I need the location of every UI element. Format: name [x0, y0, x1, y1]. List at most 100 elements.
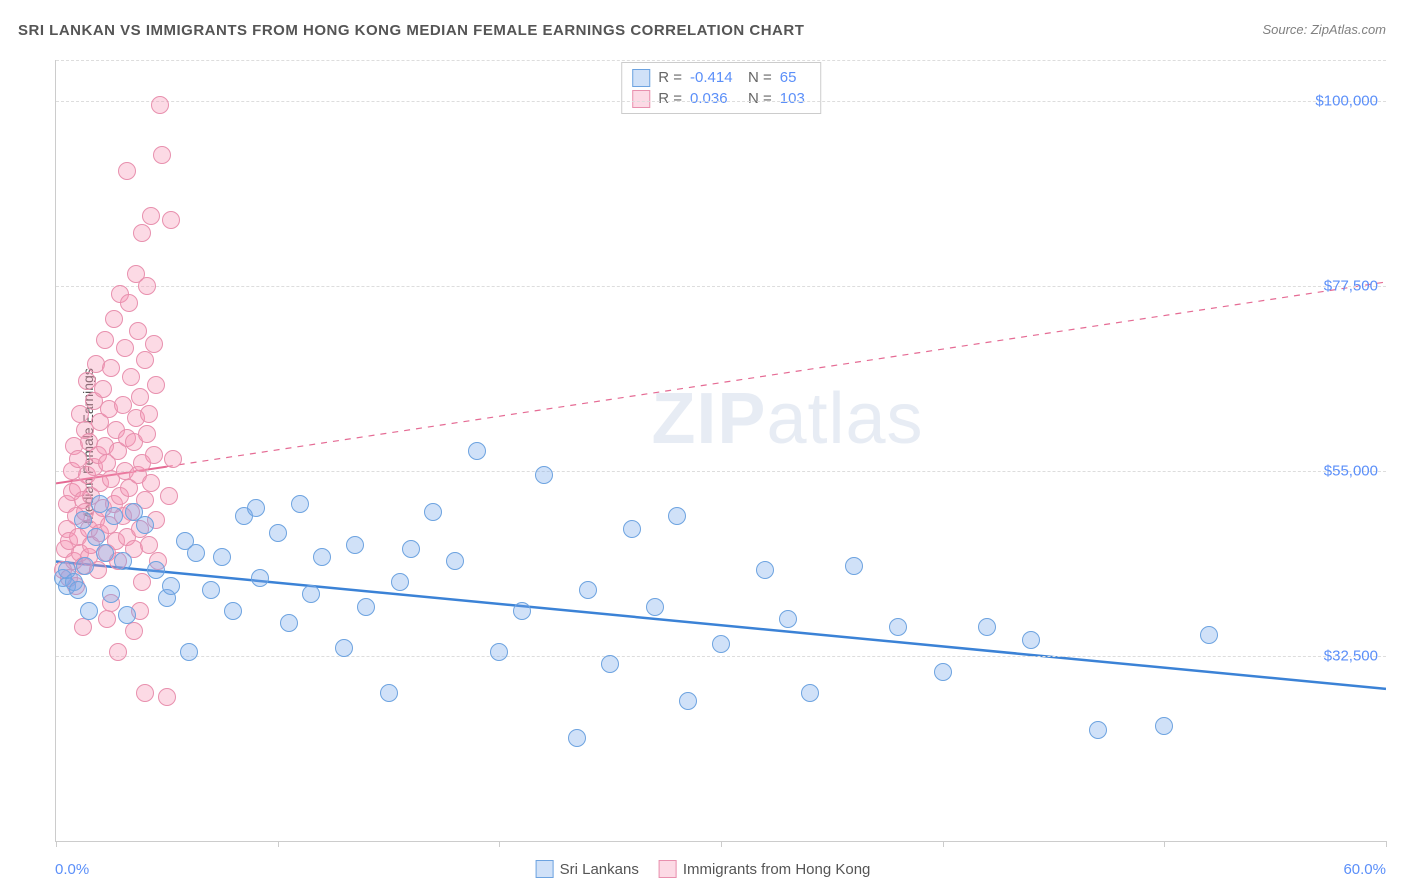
legend-label: Immigrants from Hong Kong	[683, 861, 871, 878]
stats-n-label: N =	[748, 88, 772, 109]
scatter-point-pink	[147, 376, 165, 394]
scatter-point-blue	[646, 598, 664, 616]
stats-n-value: 65	[780, 67, 810, 88]
scatter-point-blue	[801, 684, 819, 702]
scatter-point-blue	[712, 635, 730, 653]
scatter-point-pink	[133, 224, 151, 242]
scatter-point-blue	[380, 684, 398, 702]
stats-n-label: N =	[748, 67, 772, 88]
legend-label: Sri Lankans	[560, 861, 639, 878]
scatter-point-pink	[136, 684, 154, 702]
trend-line-dashed	[167, 282, 1386, 467]
scatter-point-blue	[978, 618, 996, 636]
scatter-point-blue	[535, 466, 553, 484]
scatter-point-pink	[153, 146, 171, 164]
scatter-point-blue	[934, 663, 952, 681]
scatter-point-blue	[679, 692, 697, 710]
scatter-point-pink	[105, 310, 123, 328]
scatter-point-blue	[74, 511, 92, 529]
trend-lines-layer	[56, 60, 1386, 841]
scatter-point-pink	[98, 610, 116, 628]
gridline	[56, 286, 1386, 287]
scatter-point-blue	[1200, 626, 1218, 644]
scatter-point-blue	[291, 495, 309, 513]
scatter-point-blue	[269, 524, 287, 542]
scatter-point-pink	[102, 359, 120, 377]
scatter-point-blue	[335, 639, 353, 657]
x-tick	[721, 841, 722, 847]
x-axis-max-label: 60.0%	[1343, 861, 1386, 878]
y-tick-label: $100,000	[1315, 93, 1378, 110]
scatter-point-blue	[213, 548, 231, 566]
scatter-point-blue	[118, 606, 136, 624]
scatter-point-blue	[69, 581, 87, 599]
gridline	[56, 101, 1386, 102]
correlation-stats-box: R = -0.414 N = 65 R = 0.036 N = 103	[621, 62, 821, 114]
scatter-point-pink	[138, 277, 156, 295]
scatter-point-blue	[136, 516, 154, 534]
scatter-point-blue	[114, 552, 132, 570]
scatter-point-pink	[158, 688, 176, 706]
scatter-point-blue	[579, 581, 597, 599]
legend-item: Sri Lankans	[536, 860, 639, 878]
legend-swatch	[536, 860, 554, 878]
scatter-point-blue	[80, 602, 98, 620]
stats-r-label: R =	[658, 88, 682, 109]
scatter-point-blue	[623, 520, 641, 538]
scatter-point-pink	[122, 368, 140, 386]
scatter-point-pink	[129, 322, 147, 340]
x-tick	[943, 841, 944, 847]
scatter-point-blue	[313, 548, 331, 566]
scatter-point-blue	[280, 614, 298, 632]
scatter-point-blue	[601, 655, 619, 673]
scatter-point-pink	[96, 331, 114, 349]
scatter-point-blue	[756, 561, 774, 579]
scatter-point-blue	[402, 540, 420, 558]
scatter-point-pink	[140, 536, 158, 554]
scatter-point-blue	[251, 569, 269, 587]
scatter-point-blue	[468, 442, 486, 460]
scatter-point-blue	[845, 557, 863, 575]
x-tick	[499, 841, 500, 847]
scatter-point-blue	[87, 528, 105, 546]
scatter-point-pink	[131, 388, 149, 406]
scatter-point-pink	[164, 450, 182, 468]
x-axis-min-label: 0.0%	[55, 861, 89, 878]
scatter-point-blue	[1022, 631, 1040, 649]
scatter-point-blue	[568, 729, 586, 747]
scatter-point-blue	[490, 643, 508, 661]
scatter-point-pink	[151, 96, 169, 114]
scatter-point-pink	[94, 380, 112, 398]
y-tick-label: $32,500	[1324, 648, 1378, 665]
scatter-point-pink	[74, 618, 92, 636]
scatter-point-blue	[889, 618, 907, 636]
scatter-point-blue	[102, 585, 120, 603]
scatter-point-blue	[513, 602, 531, 620]
scatter-point-pink	[125, 622, 143, 640]
x-tick	[278, 841, 279, 847]
stats-r-value: -0.414	[690, 67, 740, 88]
stats-swatch	[632, 90, 650, 108]
scatter-point-blue	[76, 557, 94, 575]
x-tick	[1386, 841, 1387, 847]
gridline	[56, 656, 1386, 657]
scatter-point-blue	[346, 536, 364, 554]
scatter-point-pink	[160, 487, 178, 505]
stats-swatch	[632, 69, 650, 87]
stats-row: R = -0.414 N = 65	[632, 67, 810, 88]
scatter-point-blue	[446, 552, 464, 570]
stats-row: R = 0.036 N = 103	[632, 88, 810, 109]
scatter-point-pink	[142, 207, 160, 225]
scatter-point-blue	[302, 585, 320, 603]
scatter-point-blue	[96, 544, 114, 562]
scatter-point-pink	[136, 351, 154, 369]
scatter-point-blue	[224, 602, 242, 620]
scatter-point-blue	[668, 507, 686, 525]
scatter-point-pink	[145, 446, 163, 464]
scatter-point-blue	[247, 499, 265, 517]
scatter-point-pink	[142, 474, 160, 492]
scatter-point-blue	[202, 581, 220, 599]
scatter-point-blue	[357, 598, 375, 616]
scatter-point-blue	[187, 544, 205, 562]
scatter-point-blue	[180, 643, 198, 661]
